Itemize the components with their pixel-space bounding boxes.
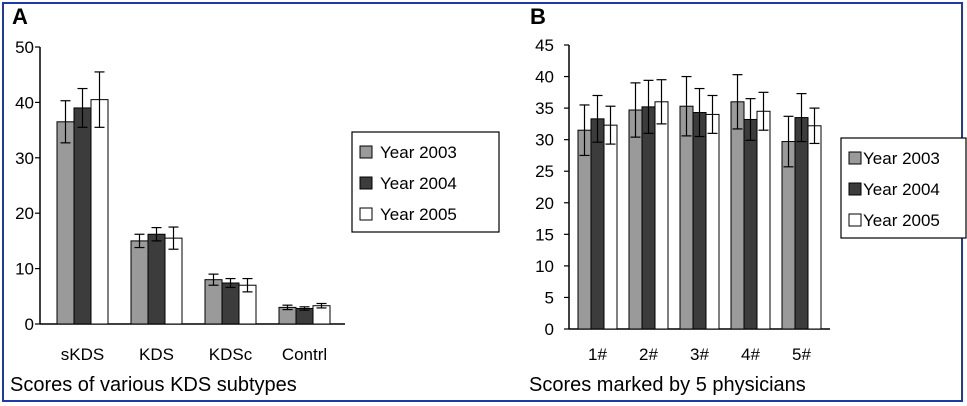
chart-0-bar-Contrl-Year-2004 [295,307,314,325]
chart-0-legend-swatch [359,145,373,159]
chart-0-bar-KDS-Year-2004 [147,233,166,325]
chart-0-legend-swatch [359,207,373,221]
chart-1-legend-label: Year 2004 [863,180,940,199]
chart-1-y-tick-label: 35 [535,99,554,118]
chart-1-bar-5#-Year-2004 [794,117,809,330]
chart-0-x-tick-label: KDS [139,345,174,364]
chart-0-legend-label: Year 2004 [380,174,457,193]
chart-1-x-tick-label: 3# [690,345,709,364]
chart-1-y-tick-label: 0 [545,320,554,339]
chart-1-x-tick-label: 5# [792,345,811,364]
chart-1-x-tick-label: 4# [741,345,760,364]
chart-1-bar-4#-Year-2005 [756,110,771,330]
chart-1-bar-3#-Year-2005 [705,113,720,330]
chart-1-y-tick-label: 30 [535,131,554,150]
chart-1-x-tick-label: 1# [588,345,607,364]
chart-1-legend-label: Year 2003 [863,149,940,168]
chart-1-x-tick-label: 2# [639,345,658,364]
chart-1-legend-label: Year 2005 [863,211,940,230]
chart-0-x-tick-label: KDSc [209,345,253,364]
panel-label-b: B [530,4,546,29]
chart-0-y-tick-label: 0 [25,315,34,334]
chart-1-y-tick-label: 10 [535,257,554,276]
chart-0-x-tick-label: sKDS [61,345,104,364]
chart-1-legend-box [840,137,967,239]
chart-1-y-tick-label: 20 [535,194,554,213]
chart-1-bar-2#-Year-2004 [641,106,656,330]
chart-1-bar-5#-Year-2003 [781,141,796,330]
chart-1-y-tick-label: 25 [535,162,554,181]
chart-1-bar-2#-Year-2003 [628,109,643,330]
chart-0-y-tick-label: 50 [15,38,34,57]
chart-1-y-tick-label: 5 [545,288,554,307]
chart-0-bar-sKDS-Year-2003 [56,121,75,325]
chart-a-title: Scores of various KDS subtypes [10,374,297,396]
chart-1-bar-3#-Year-2004 [692,112,707,330]
chart-1-bar-1#-Year-2003 [577,129,592,330]
chart-0-x-tick-label: Contrl [282,345,327,364]
chart-1-legend-swatch [848,151,862,165]
chart-0-y-tick-label: 10 [15,260,34,279]
chart-1-bar-1#-Year-2005 [603,124,618,330]
chart-0-legend-box [351,131,500,233]
chart-0-bar-sKDS-Year-2004 [73,107,92,325]
chart-0-y-tick-label: 30 [15,149,34,168]
chart-0-bar-KDS-Year-2005 [164,237,183,325]
chart-0-bar-KDSc-Year-2004 [221,282,240,325]
chart-0-legend-swatch [359,176,373,190]
chart-0-bar-KDS-Year-2003 [130,240,149,325]
chart-1-bar-5#-Year-2005 [807,125,822,330]
chart-1-bar-2#-Year-2005 [654,101,669,330]
chart-1-bar-1#-Year-2004 [590,118,605,330]
panel-label-a: A [12,4,28,29]
chart-1-y-tick-label: 45 [535,36,554,55]
chart-1-bar-4#-Year-2004 [743,118,758,330]
chart-1-y-tick-label: 40 [535,68,554,87]
chart-0-y-tick-label: 40 [15,93,34,112]
chart-b-title: Scores marked by 5 physicians [529,374,806,396]
chart-1-bar-4#-Year-2003 [730,101,745,330]
chart-0-legend-label: Year 2005 [380,205,457,224]
chart-1-legend-swatch [848,182,862,196]
chart-1-bar-3#-Year-2003 [679,105,694,330]
chart-0-legend-label: Year 2003 [380,143,457,162]
chart-0-bar-KDSc-Year-2003 [204,279,223,325]
chart-1-y-tick-label: 15 [535,225,554,244]
chart-0-y-tick-label: 20 [15,204,34,223]
chart-1-legend-swatch [848,213,862,227]
chart-0-bar-sKDS-Year-2005 [90,99,109,325]
